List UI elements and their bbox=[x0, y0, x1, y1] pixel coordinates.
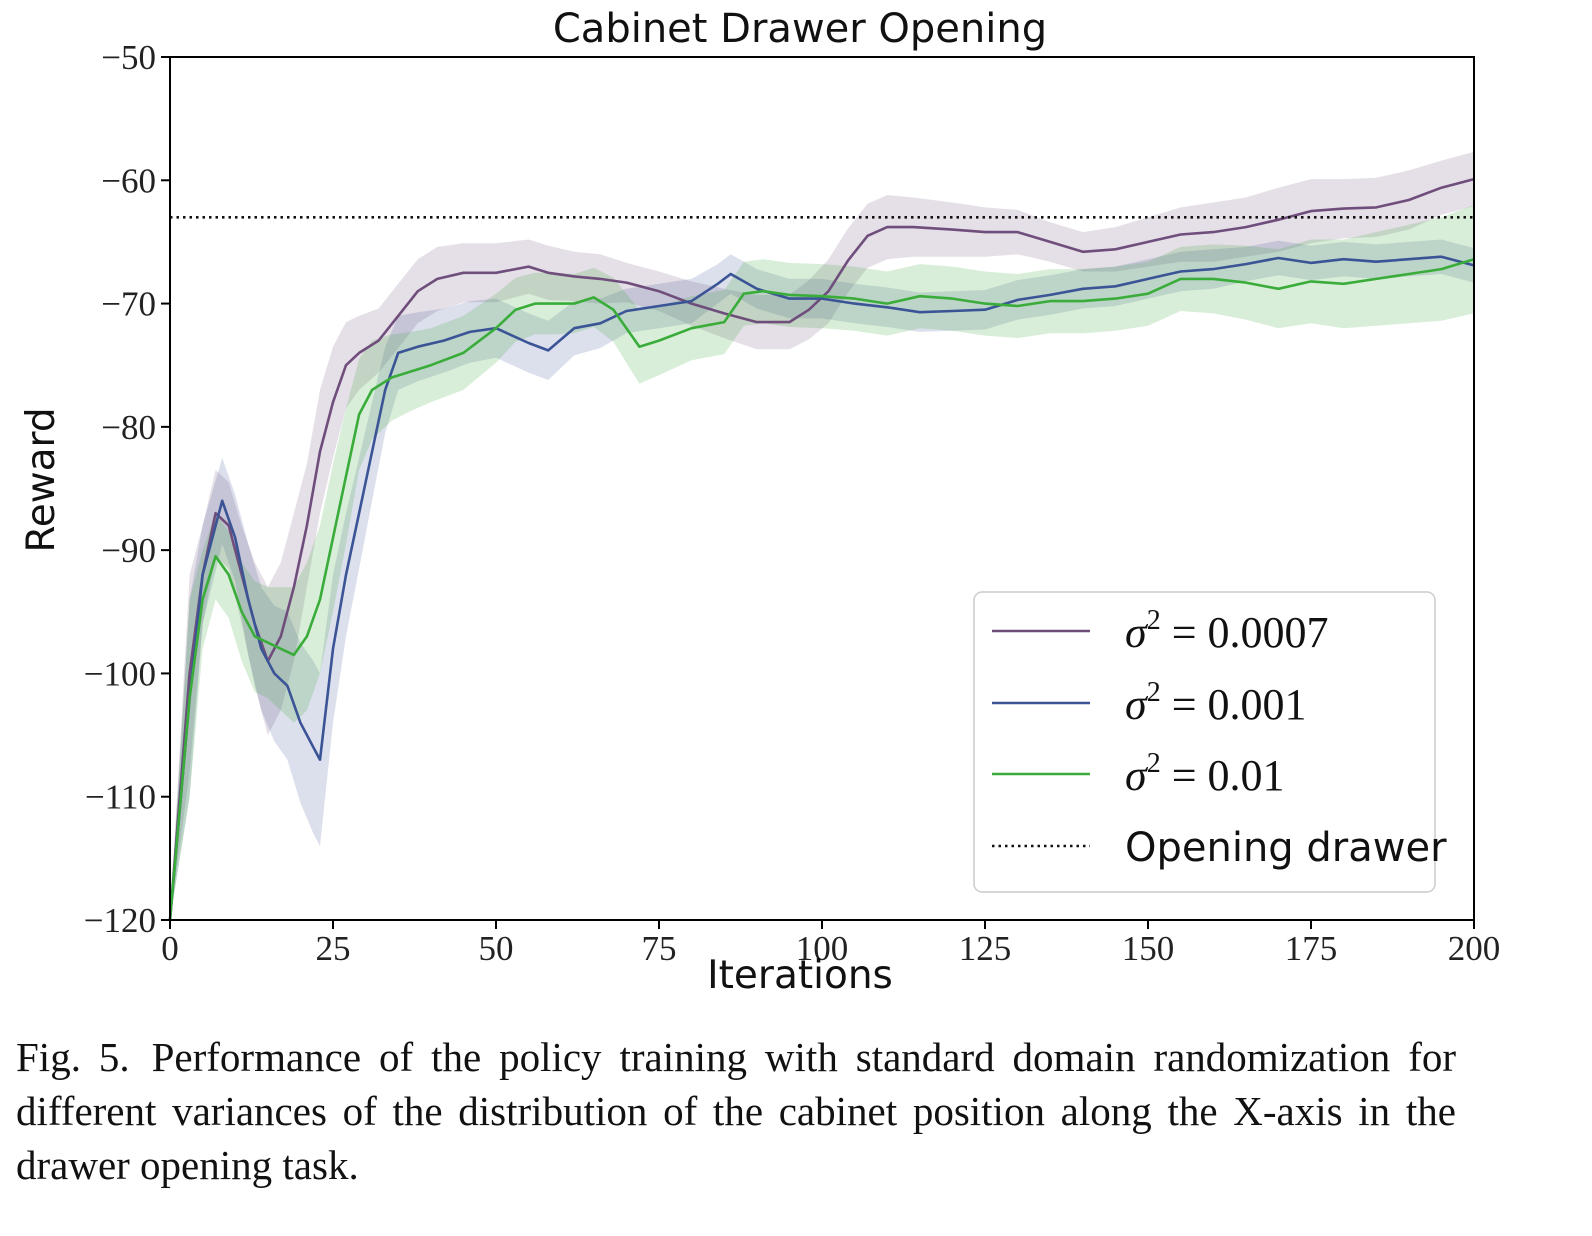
band-01 bbox=[170, 204, 1474, 920]
plot-area bbox=[168, 56, 1475, 921]
y-tick-label: −70 bbox=[101, 285, 156, 324]
legend: σ2 = 0.0007 σ2 = 0.001 σ2 = 0.01 Opening… bbox=[973, 591, 1447, 893]
series-lines bbox=[168, 177, 1475, 921]
legend-entry-0007: σ2 = 0.0007 bbox=[1125, 605, 1329, 657]
legend-value-01: = 0.01 bbox=[1161, 751, 1285, 800]
band-0007 bbox=[170, 151, 1474, 920]
legend-label-opening-drawer: Opening drawer bbox=[1125, 825, 1447, 871]
legend-value-001: = 0.001 bbox=[1161, 680, 1307, 729]
x-tick-label: 175 bbox=[1285, 929, 1338, 968]
chart: Cabinet Drawer Opening 0 25 50 75 100 125 150 1… bbox=[19, 6, 1500, 998]
y-tick-label: −80 bbox=[101, 408, 156, 447]
y-axis-ticks: −50 −60 −70 −80 −90 −100 −110 −120 bbox=[84, 38, 170, 940]
legend-entry-01: σ2 = 0.01 bbox=[1125, 748, 1285, 800]
chart-title: Cabinet Drawer Opening bbox=[553, 6, 1047, 52]
caption-label: Fig. 5. bbox=[16, 1034, 130, 1080]
legend-value-0007: = 0.0007 bbox=[1161, 608, 1329, 657]
x-axis-label: Iterations bbox=[707, 953, 893, 998]
x-tick-label: 0 bbox=[161, 929, 179, 968]
y-tick-label: −90 bbox=[101, 531, 156, 570]
legend-var-01: σ bbox=[1125, 751, 1149, 800]
legend-var-001: σ bbox=[1125, 680, 1149, 729]
line-series-01 bbox=[168, 257, 1475, 921]
x-tick-label: 75 bbox=[642, 929, 677, 968]
line-series-001 bbox=[168, 255, 1475, 921]
caption-text: Performance of the policy training with … bbox=[16, 1034, 1456, 1188]
x-tick-label: 50 bbox=[479, 929, 514, 968]
legend-var-0007: σ bbox=[1125, 608, 1149, 657]
legend-sup-001: 2 bbox=[1147, 677, 1161, 708]
legend-sup-0007: 2 bbox=[1147, 605, 1161, 636]
confidence-bands bbox=[170, 151, 1474, 920]
legend-box bbox=[973, 591, 1436, 893]
y-axis-label: Reward bbox=[19, 407, 64, 552]
x-tick-label: 150 bbox=[1122, 929, 1175, 968]
legend-entry-001: σ2 = 0.001 bbox=[1125, 677, 1307, 729]
x-tick-label: 25 bbox=[316, 929, 351, 968]
legend-sup-01: 2 bbox=[1147, 748, 1161, 779]
y-tick-label: −50 bbox=[101, 38, 156, 77]
x-tick-label: 200 bbox=[1448, 929, 1501, 968]
y-tick-label: −110 bbox=[85, 778, 156, 817]
y-tick-label: −60 bbox=[101, 161, 156, 200]
line-series-0007 bbox=[168, 177, 1475, 921]
x-tick-label: 100 bbox=[796, 929, 849, 968]
y-tick-label: −120 bbox=[84, 901, 156, 940]
figure-caption: Fig. 5. Performance of the policy trainin… bbox=[16, 1030, 1456, 1192]
y-tick-label: −100 bbox=[84, 654, 156, 693]
x-axis-ticks: 0 25 50 75 100 125 150 175 200 bbox=[161, 920, 1500, 968]
x-tick-label: 125 bbox=[959, 929, 1012, 968]
